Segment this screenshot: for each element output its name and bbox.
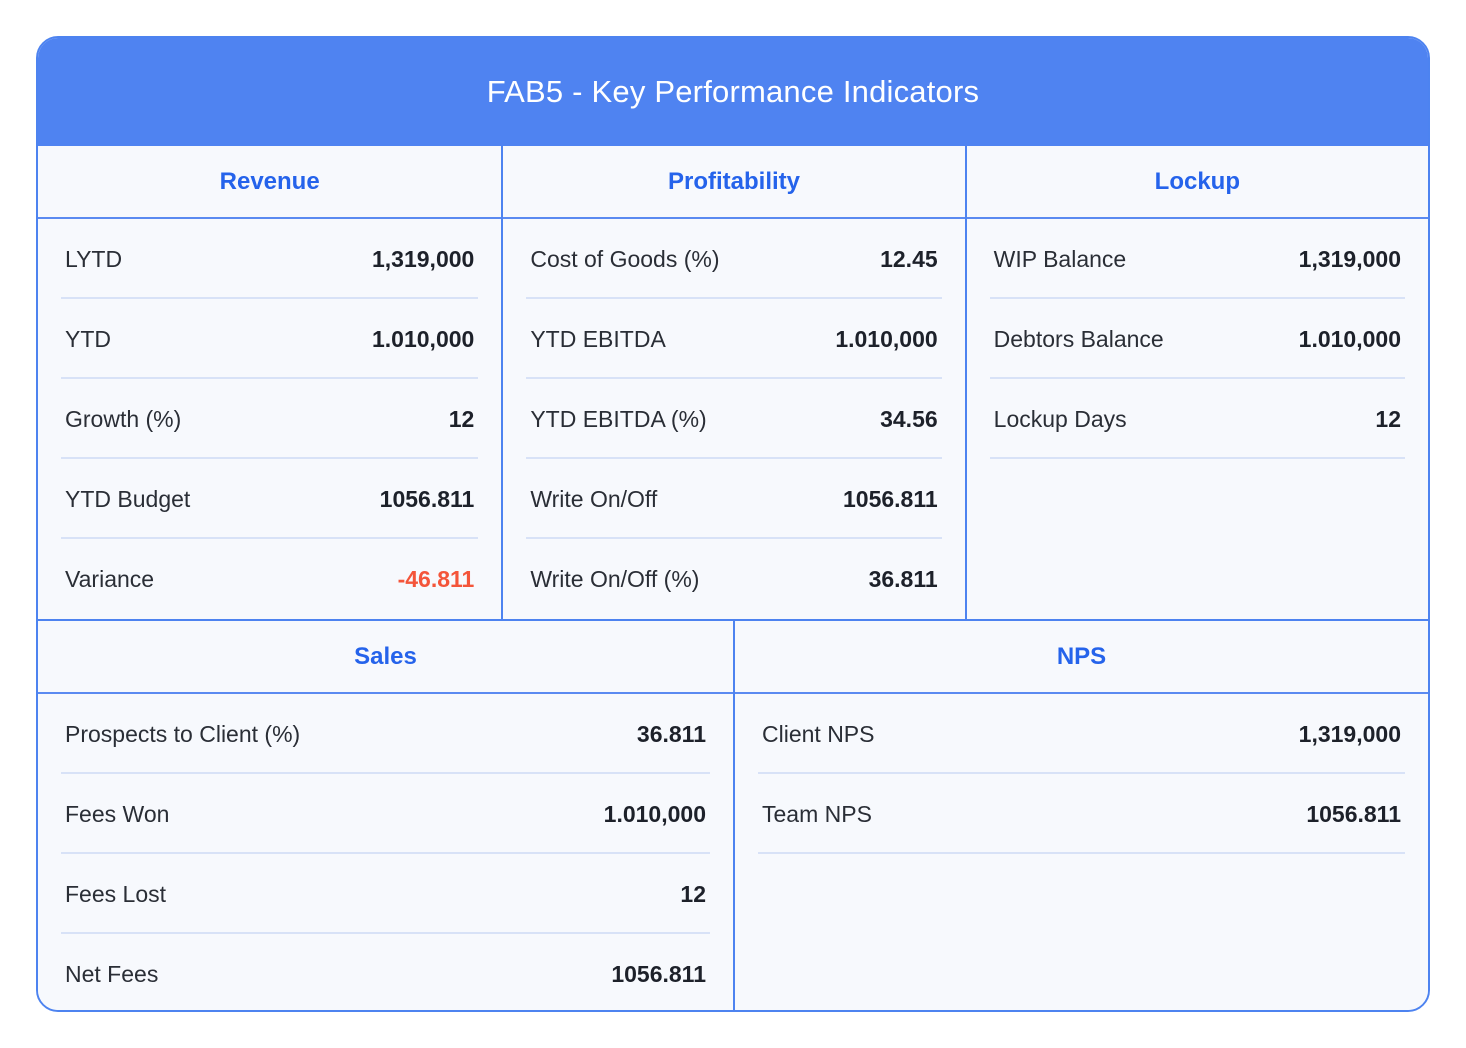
kpi-value: 1,319,000 — [1298, 720, 1401, 747]
kpi-row-ytd: YTD 1.010,000 — [38, 299, 501, 379]
kpi-card: FAB5 - Key Performance Indicators Revenu… — [36, 36, 1430, 1012]
kpi-label: WIP Balance — [993, 245, 1127, 272]
kpi-value: 36.811 — [868, 565, 938, 592]
page-title: FAB5 - Key Performance Indicators — [486, 74, 980, 109]
kpi-row-ytd-ebitda-pct: YTD EBITDA (%) 34.56 — [503, 379, 964, 459]
kpi-row-ytd-budget: YTD Budget 1056.811 — [38, 459, 501, 539]
kpi-row-write-on-off: Write On/Off 1056.811 — [503, 459, 964, 539]
kpi-label: Write On/Off — [530, 485, 658, 512]
kpi-label: Fees Lost — [65, 880, 166, 907]
section-sales: Sales Prospects to Client (%) 36.811 Fee… — [38, 621, 733, 1010]
kpi-row-debtors-balance: Debtors Balance 1.010,000 — [967, 299, 1428, 379]
kpi-value: 36.811 — [636, 720, 706, 747]
section-profitability-title: Profitability — [503, 146, 965, 219]
kpi-row-variance: Variance -46.811 — [38, 539, 501, 619]
kpi-value-negative: -46.811 — [397, 565, 475, 592]
section-lockup: Lockup WIP Balance 1,319,000 Debtors Bal… — [964, 146, 1428, 619]
kpi-label: Team NPS — [762, 800, 872, 827]
section-nps-title: NPS — [735, 621, 1428, 694]
kpi-grid-top-row: Revenue LYTD 1,319,000 YTD 1.010,000 Gro… — [38, 146, 1428, 619]
kpi-row-growth: Growth (%) 12 — [38, 379, 501, 459]
kpi-value: 12 — [680, 880, 706, 907]
kpi-row-team-nps: Team NPS 1056.811 — [735, 774, 1428, 854]
kpi-label: YTD EBITDA (%) — [530, 405, 707, 432]
kpi-row-prospects-to-client: Prospects to Client (%) 36.811 — [38, 694, 733, 774]
kpi-value: 1.010,000 — [835, 325, 938, 352]
kpi-row-lytd: LYTD 1,319,000 — [38, 219, 501, 299]
kpi-grid-bottom-row: Sales Prospects to Client (%) 36.811 Fee… — [38, 619, 1428, 1010]
kpi-row-ytd-ebitda: YTD EBITDA 1.010,000 — [503, 299, 964, 379]
kpi-label: Growth (%) — [65, 405, 182, 432]
kpi-label: Client NPS — [762, 720, 875, 747]
section-revenue-title: Revenue — [38, 146, 502, 219]
kpi-row-write-on-off-pct: Write On/Off (%) 36.811 — [503, 539, 964, 619]
section-nps: NPS Client NPS 1,319,000 Team NPS 1056.8… — [733, 621, 1428, 1010]
kpi-value: 12.45 — [880, 245, 938, 272]
kpi-row-client-nps: Client NPS 1,319,000 — [735, 694, 1428, 774]
kpi-value: 1056.811 — [611, 960, 706, 987]
kpi-row-fees-won: Fees Won 1.010,000 — [38, 774, 733, 854]
kpi-row-wip-balance: WIP Balance 1,319,000 — [967, 219, 1428, 299]
section-profitability: Profitability Cost of Goods (%) 12.45 YT… — [501, 146, 965, 619]
section-revenue: Revenue LYTD 1,319,000 YTD 1.010,000 Gro… — [38, 146, 502, 619]
kpi-row-cost-of-goods: Cost of Goods (%) 12.45 — [503, 219, 964, 299]
kpi-label: YTD Budget — [65, 485, 191, 512]
kpi-value: 1.010,000 — [603, 800, 706, 827]
kpi-label: Variance — [65, 565, 155, 592]
kpi-value: 1056.811 — [379, 485, 475, 512]
kpi-value: 1,319,000 — [1298, 245, 1401, 272]
kpi-label: Prospects to Client (%) — [65, 720, 301, 747]
kpi-label: Debtors Balance — [993, 325, 1164, 352]
kpi-label: Cost of Goods (%) — [530, 245, 720, 272]
kpi-label: YTD — [65, 325, 111, 352]
kpi-label: Write On/Off (%) — [530, 565, 700, 592]
kpi-value: 1.010,000 — [1298, 325, 1401, 352]
kpi-value: 1,319,000 — [372, 245, 475, 272]
kpi-label: Net Fees — [65, 960, 159, 987]
kpi-row-fees-lost: Fees Lost 12 — [38, 854, 733, 934]
kpi-value: 34.56 — [880, 405, 938, 432]
kpi-row-net-fees: Net Fees 1056.811 — [38, 934, 733, 1010]
card-header: FAB5 - Key Performance Indicators — [38, 38, 1428, 146]
kpi-value: 12 — [1375, 405, 1401, 432]
kpi-value: 12 — [448, 405, 475, 432]
kpi-value: 1056.811 — [1306, 800, 1401, 827]
kpi-label: YTD EBITDA — [530, 325, 666, 352]
kpi-label: LYTD — [65, 245, 123, 272]
kpi-value: 1.010,000 — [372, 325, 475, 352]
kpi-label: Lockup Days — [993, 405, 1127, 432]
kpi-label: Fees Won — [65, 800, 170, 827]
kpi-row-lockup-days: Lockup Days 12 — [967, 379, 1428, 459]
section-lockup-title: Lockup — [966, 146, 1428, 219]
section-sales-title: Sales — [38, 621, 733, 694]
kpi-value: 1056.811 — [842, 485, 938, 512]
